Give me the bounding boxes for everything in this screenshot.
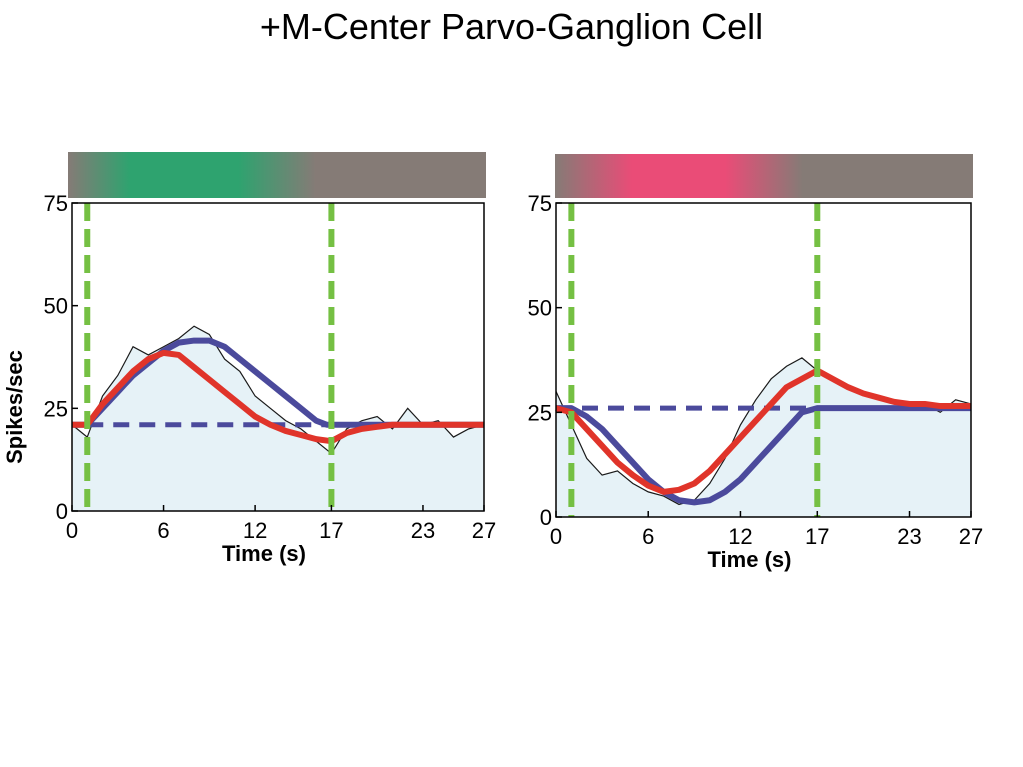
nonlinear-model-line bbox=[72, 349, 484, 445]
axes-frame bbox=[555, 202, 972, 518]
stimulus-bar bbox=[68, 152, 486, 198]
y-tick-label: 50 bbox=[44, 294, 68, 319]
y-tick-label: 75 bbox=[44, 191, 68, 216]
nonlinear-model-line bbox=[555, 367, 971, 495]
axes-frame bbox=[71, 202, 485, 512]
x-tick-label: 17 bbox=[805, 524, 829, 549]
left-panel: 0 6 12 17 23 27 0 25 50 75 Time (s) Spikes/sec bbox=[2, 152, 496, 566]
linear-model-line bbox=[556, 405, 971, 506]
y-tick-label: 25 bbox=[528, 400, 552, 425]
y-tick-label: 25 bbox=[44, 396, 68, 421]
x-tick-label: 6 bbox=[157, 518, 169, 543]
x-tick-label: 0 bbox=[550, 524, 562, 549]
x-tick-label: 23 bbox=[897, 524, 921, 549]
slide-title: +M-Center Parvo-Ganglion Cell bbox=[259, 6, 764, 47]
y-tick-label: 0 bbox=[540, 505, 552, 530]
x-axis-title: Time (s) bbox=[222, 541, 306, 566]
x-tick-label: 17 bbox=[319, 518, 343, 543]
y-axis-title: Spikes/sec bbox=[2, 350, 27, 464]
x-tick-label: 27 bbox=[472, 518, 496, 543]
x-tick-label: 27 bbox=[959, 524, 983, 549]
x-tick-label: 23 bbox=[411, 518, 435, 543]
response-area bbox=[72, 326, 484, 511]
x-tick-label: 12 bbox=[728, 524, 752, 549]
y-tick-label: 75 bbox=[528, 191, 552, 216]
y-tick-label: 50 bbox=[528, 296, 552, 321]
x-tick-label: 6 bbox=[642, 524, 654, 549]
y-tick-label: 0 bbox=[56, 499, 68, 524]
right-panel: 0 6 12 17 23 27 0 25 50 75 Time (s) bbox=[528, 154, 983, 572]
x-axis-title: Time (s) bbox=[708, 547, 792, 572]
spike-rate-trace bbox=[71, 325, 485, 455]
stimulus-bar bbox=[555, 154, 973, 198]
x-tick-label: 12 bbox=[243, 518, 267, 543]
response-area bbox=[556, 357, 971, 517]
x-tick-label: 0 bbox=[66, 518, 78, 543]
